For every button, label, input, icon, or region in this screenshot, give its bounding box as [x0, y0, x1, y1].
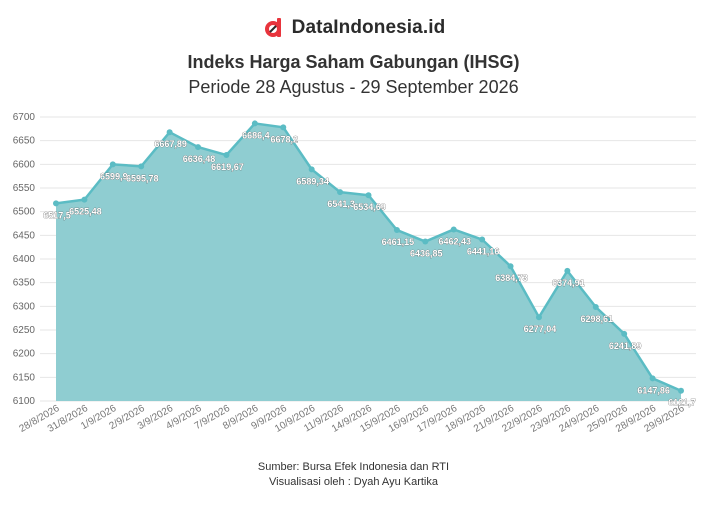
data-point [280, 124, 287, 131]
data-label: 6298,61 [580, 314, 613, 324]
y-tick-label: 6200 [13, 349, 36, 360]
data-label: 6595,78 [126, 173, 159, 183]
data-point [564, 267, 571, 274]
data-point [138, 163, 145, 170]
data-point [308, 166, 315, 173]
data-point [507, 263, 514, 270]
y-tick-label: 6550 [13, 183, 36, 194]
data-point [535, 314, 542, 321]
data-label: 6636,48 [183, 154, 216, 164]
data-point [678, 387, 684, 394]
data-point [422, 238, 429, 245]
y-tick-label: 6450 [13, 230, 36, 241]
data-label: 6599,9 [100, 171, 128, 181]
data-label: 6686,4 [242, 130, 270, 140]
data-label: 6619,67 [211, 162, 244, 172]
data-label: 6461,15 [382, 237, 415, 247]
data-label: 6374,91 [552, 278, 585, 288]
credit-note: Visualisasi oleh : Dyah Ayu Kartika [269, 476, 438, 488]
data-point [365, 192, 372, 199]
data-point [109, 161, 116, 168]
data-label: 6241,89 [609, 341, 642, 351]
data-label: 6678,2 [271, 134, 299, 144]
data-point [251, 120, 258, 127]
data-label: 6589,34 [296, 176, 329, 186]
data-label: 6541,3 [327, 199, 355, 209]
data-point [53, 200, 59, 207]
y-tick-label: 6100 [13, 396, 36, 407]
data-point [649, 375, 656, 382]
ihsg-area-chart: 6700 6650 6600 6550 6500 6450 6400 6350 6300 6250… [13, 112, 696, 435]
data-label: 6525,48 [69, 207, 102, 217]
y-tick-label: 6650 [13, 136, 36, 147]
brand-name: DataIndonesia.id [291, 17, 446, 38]
y-tick-label: 6150 [13, 372, 36, 383]
y-tick-label: 6500 [13, 207, 36, 218]
data-point [592, 303, 599, 310]
data-point [223, 152, 230, 159]
data-point [337, 189, 344, 196]
y-tick-label: 6350 [13, 278, 36, 289]
y-tick-label: 6700 [13, 112, 36, 123]
chart-title: Indeks Harga Saham Gabungan (IHSG) [187, 52, 520, 72]
data-label: 6441,16 [467, 247, 500, 257]
data-label: 6517,5 [43, 210, 71, 220]
data-label: 6462,43 [438, 236, 471, 246]
brand-header: DataIndonesia.id [0, 14, 707, 42]
data-label: 6147,86 [637, 385, 670, 395]
data-label: 6436,85 [410, 249, 443, 259]
y-tick-label: 6400 [13, 254, 36, 265]
y-tick-label: 6300 [13, 301, 36, 312]
data-point [621, 330, 628, 337]
data-point [195, 144, 202, 151]
data-point [166, 129, 173, 136]
data-label: 6534,69 [353, 202, 386, 212]
data-indonesia-logo-icon [264, 18, 281, 37]
data-point [393, 227, 400, 234]
y-tick-label: 6250 [13, 325, 36, 336]
chart-footer: Sumber: Bursa Efek Indonesia dan RTI Vis… [0, 460, 707, 490]
data-point [450, 226, 457, 233]
source-note: Sumber: Bursa Efek Indonesia dan RTI [257, 461, 450, 473]
data-point [479, 236, 486, 243]
data-label: 6384,73 [495, 273, 528, 283]
chart-subtitle: Periode 28 Agustus - 29 September 2026 [188, 77, 519, 97]
data-label: 6667,89 [154, 139, 187, 149]
data-point [81, 196, 88, 203]
y-tick-label: 6600 [13, 159, 36, 170]
data-label: 6121,7 [668, 398, 696, 408]
area-fill [56, 123, 681, 402]
data-label: 6277,04 [524, 324, 557, 334]
